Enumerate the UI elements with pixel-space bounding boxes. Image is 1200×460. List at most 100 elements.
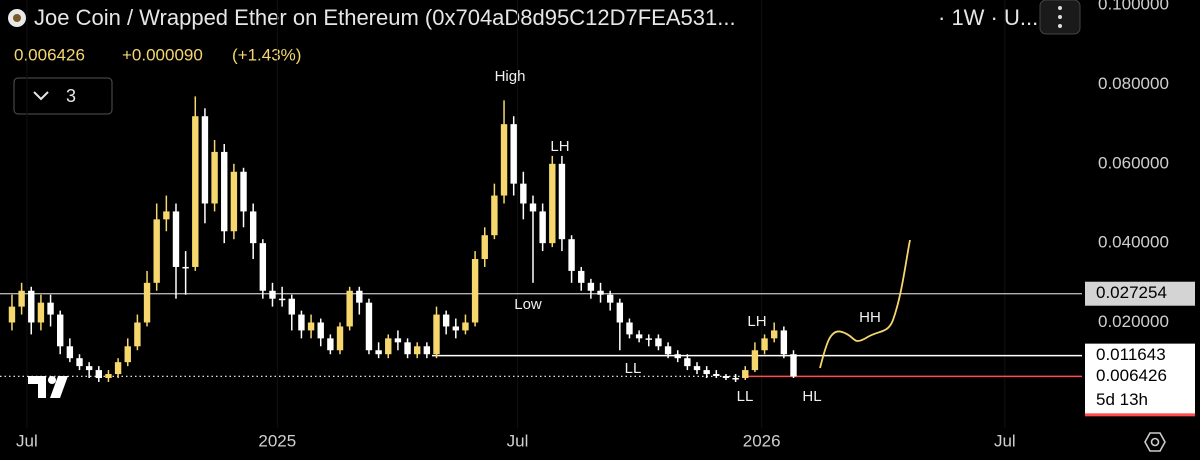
settings-button[interactable] (1144, 432, 1166, 452)
candle-body (327, 338, 334, 351)
candle-body (414, 346, 421, 355)
candle-body (153, 219, 160, 283)
projection-sketch (819, 239, 911, 369)
candle-body (143, 282, 151, 323)
x-tick-label: Jul (994, 431, 1016, 450)
candle-body (163, 211, 170, 220)
change: +0.000090 (122, 45, 203, 64)
annotation: Low (514, 296, 542, 313)
annotation: LH (747, 313, 766, 330)
candle-body (433, 314, 440, 355)
candle-body (684, 358, 691, 367)
candle-body (365, 302, 373, 351)
candle-body (674, 354, 681, 359)
annotation: HH (859, 309, 881, 326)
candle-body (356, 290, 363, 303)
more-button[interactable] (1039, 0, 1081, 35)
indicator-button[interactable] (13, 77, 113, 115)
logo-part (48, 376, 56, 384)
candle-body (713, 374, 720, 377)
change-percent: (+1.43%) (232, 45, 301, 64)
candle-body (47, 302, 54, 315)
candle-body (259, 243, 267, 291)
candle-body (404, 342, 411, 355)
candle-body (481, 235, 488, 260)
y-tick-label: 0.020000 (1098, 312, 1169, 331)
candle-body (732, 378, 739, 380)
candle-body (336, 326, 344, 351)
logo-part (50, 376, 68, 398)
candle-body (269, 290, 276, 299)
candle-body (172, 211, 180, 267)
candle-body (510, 124, 517, 184)
dot (1058, 6, 1062, 10)
candle-body (423, 346, 431, 355)
candle-body (442, 314, 450, 327)
candle-body (288, 298, 295, 315)
candle-body (8, 306, 16, 323)
candle-body (307, 322, 315, 331)
indicator-toggle[interactable]: 3 (13, 77, 113, 115)
candle-body (587, 282, 595, 291)
candle-body (529, 203, 537, 212)
candle-body (134, 322, 141, 347)
candle-body (278, 298, 286, 301)
candle-body (394, 338, 402, 343)
price-box-label: 0.027254 (1096, 283, 1167, 302)
chart-title: Joe Coin / Wrapped Ether on Ethereum (0x… (34, 5, 736, 30)
candle-body (249, 211, 257, 244)
candle-body (221, 151, 228, 232)
candle-body (606, 294, 614, 303)
candle-body (742, 370, 749, 379)
annotation: LL (737, 388, 754, 405)
candle-body (491, 195, 498, 236)
candle-body (375, 350, 382, 355)
candle-body (201, 116, 209, 204)
annotation: HL (802, 388, 821, 405)
x-tick-label: Jul (16, 431, 38, 450)
candle-body (722, 376, 730, 379)
candle-body (751, 350, 759, 371)
candle-body (298, 314, 305, 331)
candle-body (192, 116, 199, 267)
candle-body (655, 338, 662, 347)
last-price: 0.006426 (14, 45, 85, 64)
candle-body (771, 330, 778, 339)
candle-body (693, 366, 701, 371)
candle-body (76, 358, 83, 367)
dot (1058, 24, 1062, 28)
coin-icon-inner (13, 14, 21, 22)
candle-body (182, 266, 189, 269)
candle-body (211, 151, 218, 204)
countdown: 5d 13h (1096, 390, 1148, 409)
candle-body (230, 171, 238, 232)
candle-body (549, 163, 556, 244)
candle-body (95, 370, 103, 379)
candle-body (85, 366, 93, 371)
settings-icon[interactable] (1144, 432, 1166, 452)
candle-body (790, 354, 797, 377)
chevron (33, 91, 49, 101)
candle-body (452, 326, 460, 331)
candle-body (240, 171, 247, 212)
candle-body (124, 346, 131, 363)
candle-body (471, 259, 479, 323)
candle-body (703, 370, 710, 375)
candle-body (780, 330, 788, 355)
candle-body (66, 346, 74, 359)
candle-body (626, 322, 633, 335)
candle-body (500, 124, 508, 196)
candle-body (645, 338, 652, 340)
candle-body (539, 211, 546, 244)
candle-body (57, 314, 64, 347)
price-box (1085, 281, 1195, 306)
candle-body (578, 270, 585, 283)
candle-body (18, 290, 25, 307)
candle-body (317, 322, 324, 339)
candle-body (462, 322, 469, 331)
annotation: LH (550, 138, 569, 155)
x-tick-label: 2026 (743, 431, 781, 450)
